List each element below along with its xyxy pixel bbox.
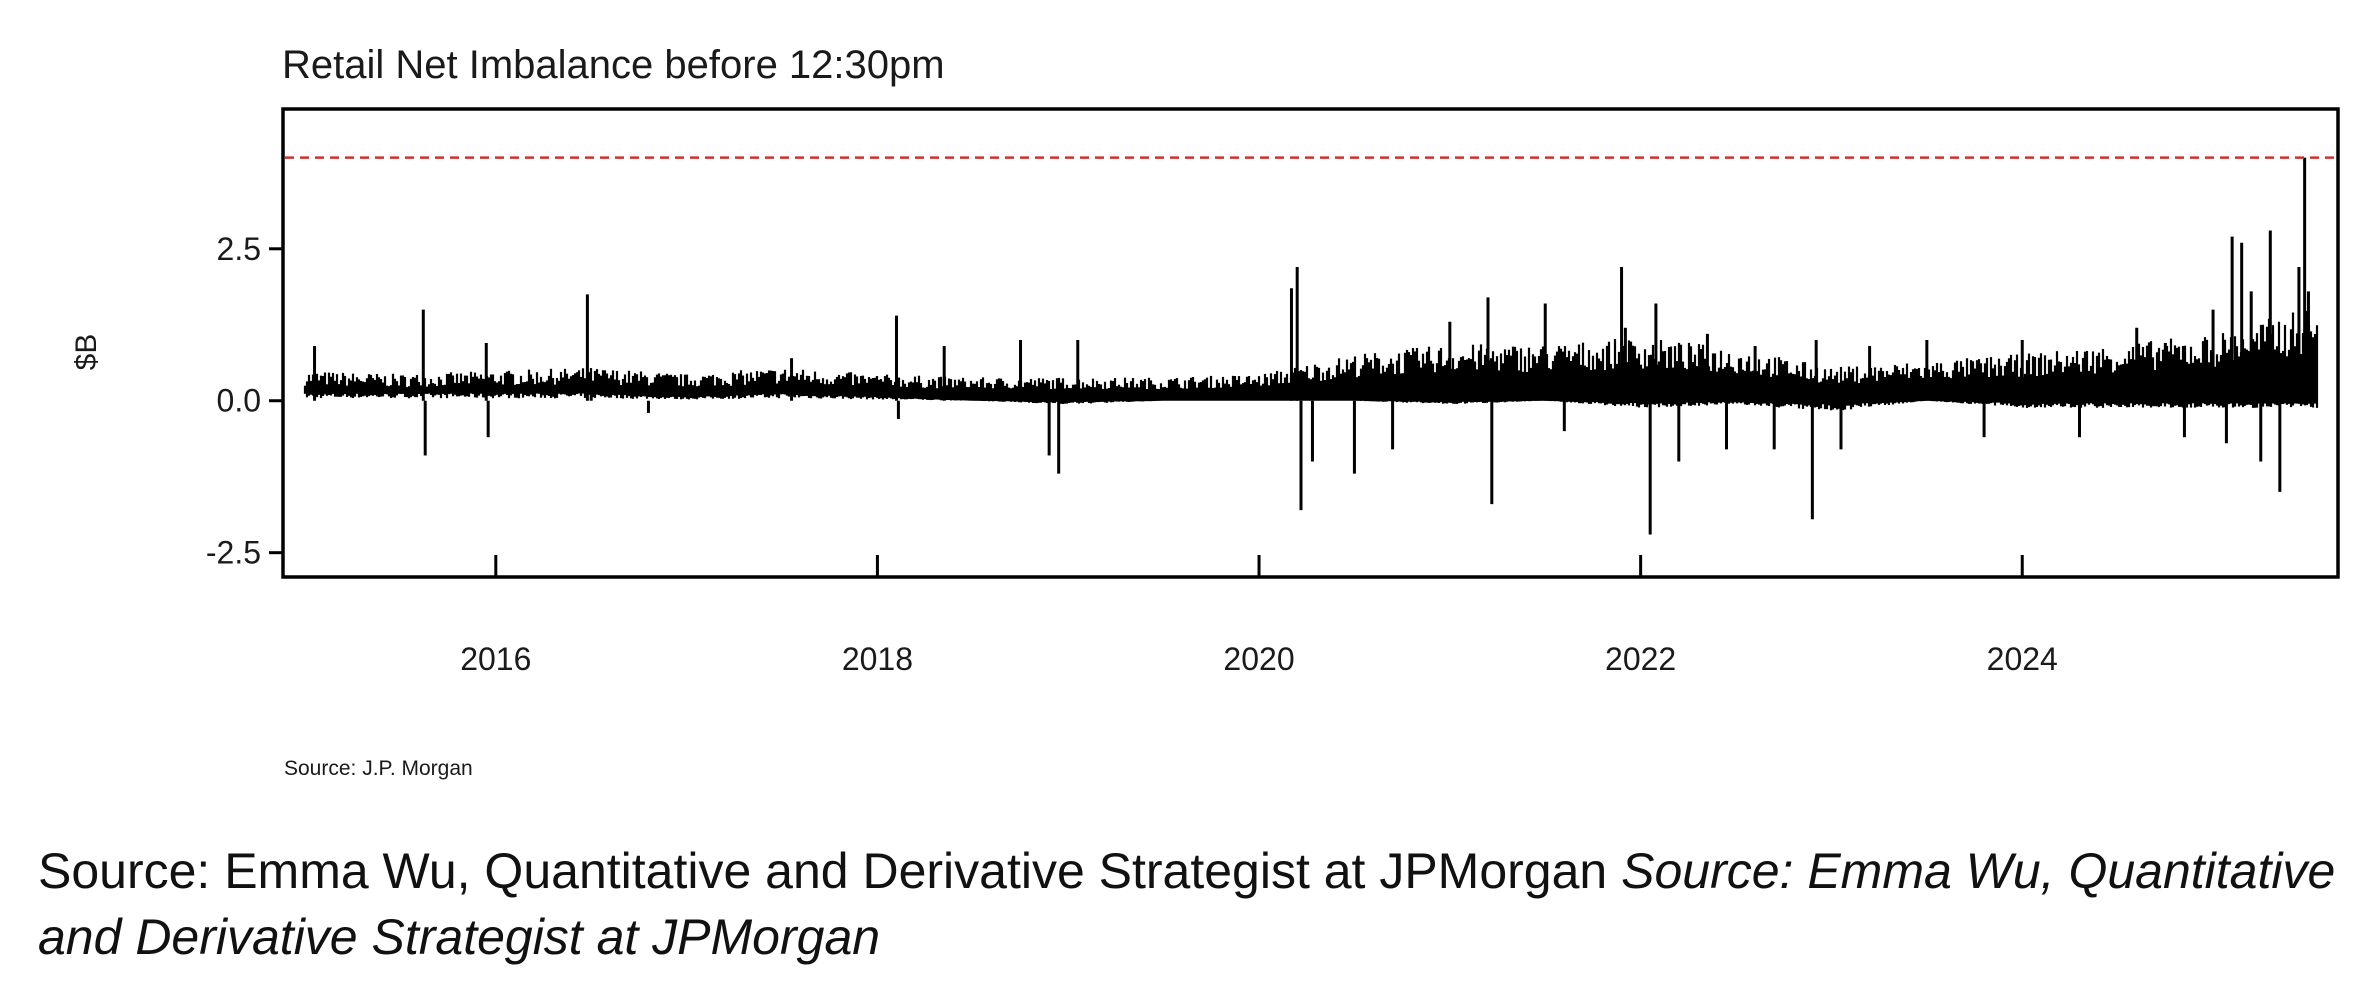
x-tick-label: 2022 [1605,641,1676,677]
y-axis-label: $B [70,334,103,371]
image-caption: Source: Emma Wu, Quantitative and Deriva… [38,838,2338,970]
x-tick-label: 2020 [1223,641,1294,677]
x-tick-label: 2018 [842,641,913,677]
chart-source-note: Source: J.P. Morgan [284,757,473,780]
caption-italic-text: Source: Emma Wu, Quantitative and Deriva… [38,843,2336,965]
x-tick-label: 2016 [460,641,531,677]
x-ticks-layer: 2016 2018 2020 2022 2024 [460,555,2058,677]
x-tick-label: 2024 [1987,641,2058,677]
y-ticks-layer: -2.5 0.0 2.5 [206,231,283,571]
bars-layer [303,157,2319,535]
y-tick-label: 0.0 [217,383,261,419]
chart-title: Retail Net Imbalance before 12:30pm [282,43,945,87]
y-tick-label: 2.5 [217,231,261,267]
y-tick-label: -2.5 [206,535,261,571]
plot-frame [281,107,2340,579]
caption-text: Source: Emma Wu, Quantitative and Deriva… [38,843,1608,899]
